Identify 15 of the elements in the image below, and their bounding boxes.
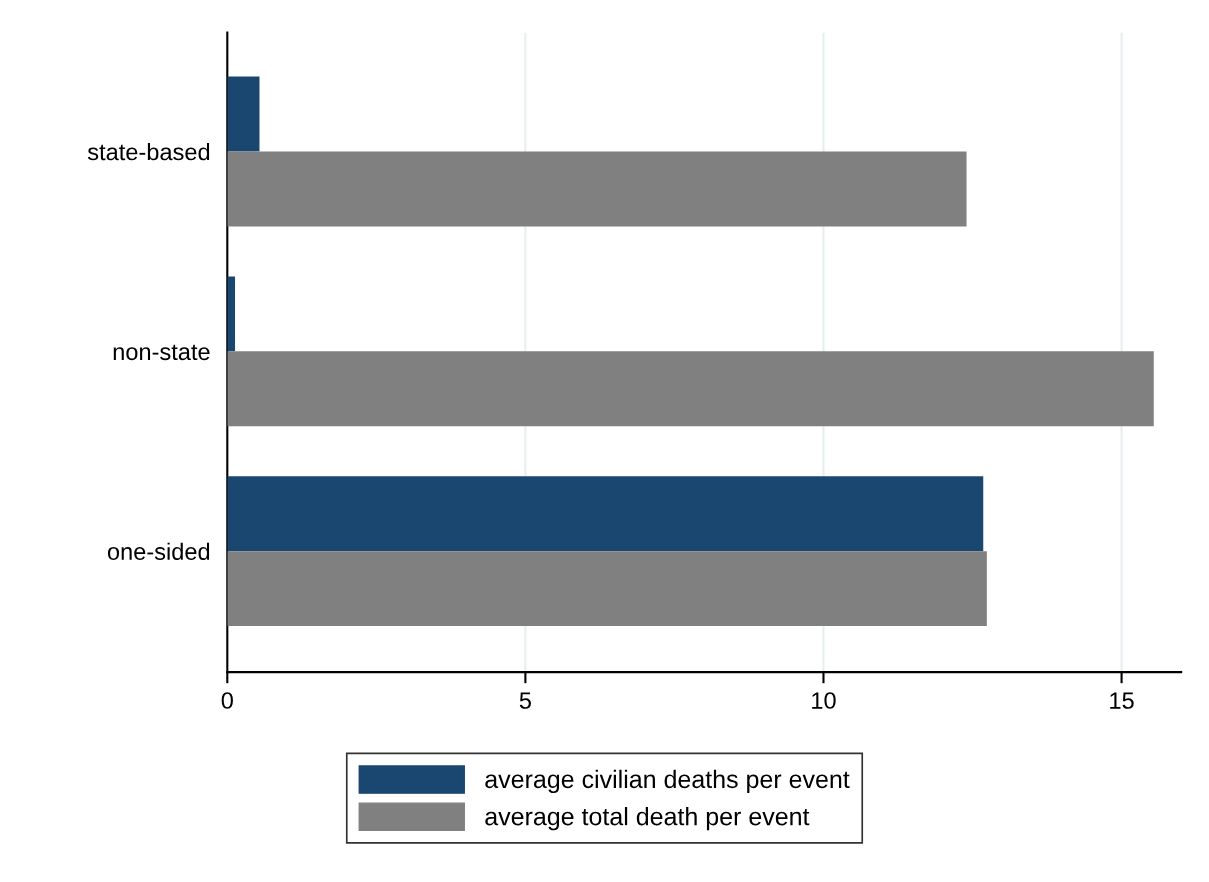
y-tick-label: one-sided — [107, 542, 210, 560]
legend-label: average civilian deaths per event — [485, 769, 850, 794]
bar — [227, 551, 987, 627]
bar — [227, 351, 1154, 427]
x-tick-label: 0 — [221, 692, 233, 709]
bar — [227, 151, 967, 227]
legend-label: average total death per event — [485, 807, 810, 831]
bar — [227, 476, 984, 552]
bar — [227, 76, 260, 152]
x-tick-label: 15 — [1110, 692, 1134, 709]
x-tick-label: 10 — [812, 692, 836, 709]
y-tick-label: non-state — [113, 344, 210, 361]
y-tick-label: state-based — [87, 142, 210, 161]
x-tick-label: 5 — [519, 692, 531, 709]
bar — [227, 276, 236, 352]
